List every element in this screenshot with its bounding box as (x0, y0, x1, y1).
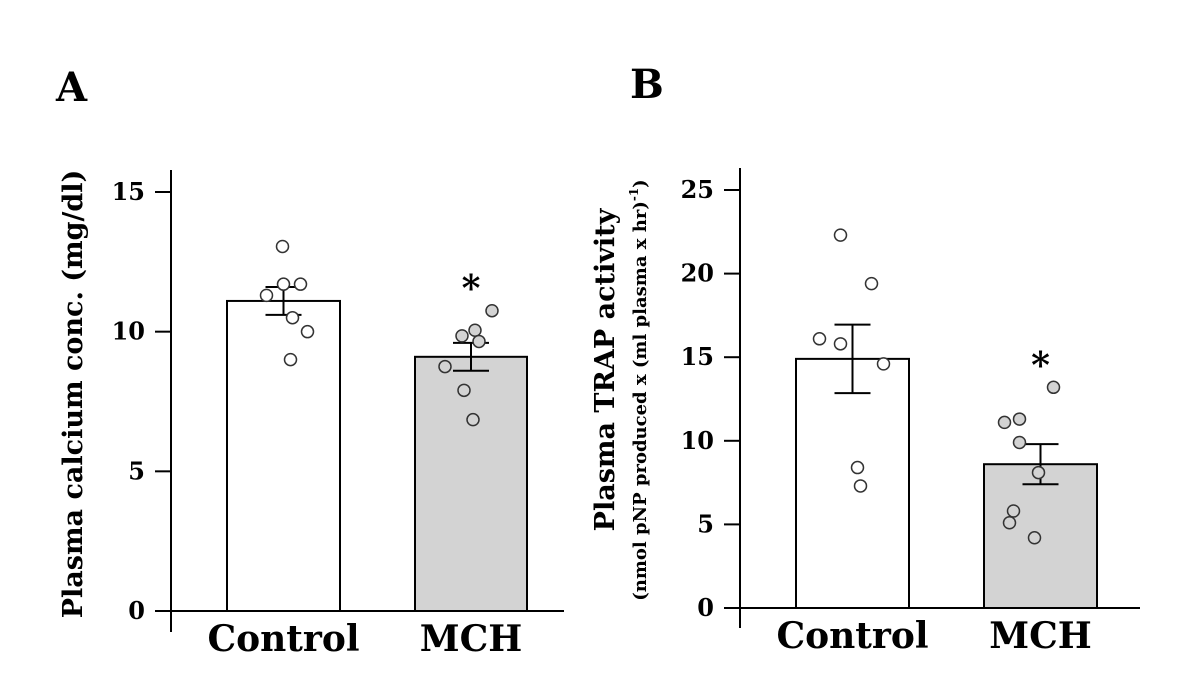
data-point (285, 310, 300, 325)
y-tick-label: 0 (128, 596, 145, 625)
panel-a-marks: 0 5 10 15 Control MCH * (112, 170, 564, 660)
data-point (833, 337, 848, 351)
bar-control (226, 299, 341, 612)
y-tick-label: 10 (681, 426, 714, 455)
y-tick-label: 15 (112, 177, 145, 206)
data-point (1046, 380, 1061, 395)
data-point (485, 303, 499, 318)
x-category-label: MCH (420, 618, 523, 660)
y-axis-sublabel-b-main: (nmol pNP produced x (ml plasma x hr) (630, 201, 651, 601)
data-point (276, 277, 291, 291)
data-point (864, 276, 879, 291)
y-axis-sublabel-b-end: ) (630, 179, 651, 188)
y-axis-sublabel-b: (nmol pNP produced x (ml plasma x hr)-1) (627, 179, 651, 600)
data-point (283, 352, 298, 367)
x-category-label: MCH (989, 615, 1092, 657)
data-point (997, 415, 1012, 430)
y-axis-label-b: Plasma TRAP activity (590, 207, 621, 531)
y-tick-label: 5 (128, 456, 145, 485)
data-point (1006, 504, 1021, 518)
bar-mch (414, 355, 528, 612)
y-tick-label: 0 (697, 593, 714, 622)
y-tick-label: 5 (697, 509, 714, 538)
data-point (300, 324, 315, 339)
y-tick-label: 10 (112, 317, 145, 346)
panel-a: A Plasma calcium conc. (mg/dl) 0 5 10 15 Con… (55, 64, 564, 660)
data-point (472, 334, 486, 349)
data-point (1012, 412, 1027, 426)
data-point (833, 228, 848, 242)
data-point (1012, 435, 1027, 450)
data-point (1002, 515, 1017, 530)
y-tick-label: 25 (681, 175, 714, 204)
data-point (853, 479, 868, 493)
significance-marker: * (1031, 344, 1050, 386)
y-axis-label-a: Plasma calcium conc. (mg/dl) (58, 170, 89, 619)
x-category-label: Control (776, 615, 928, 657)
bar-control (795, 357, 910, 610)
data-point (259, 288, 274, 303)
panel-b-marks: 0 5 10 15 20 25 Control MCH * (681, 168, 1140, 657)
panel-label-b: B (630, 61, 664, 108)
data-point (457, 383, 471, 398)
y-axis-sublabel-b-sup: -1 (627, 188, 641, 201)
x-category-label: Control (207, 618, 359, 660)
data-point (1031, 465, 1046, 480)
data-point (812, 332, 827, 346)
data-point (293, 277, 308, 291)
panel-label-a: A (55, 64, 88, 111)
significance-marker: * (462, 268, 481, 310)
y-tick-label: 15 (681, 342, 714, 371)
data-point (1027, 531, 1042, 545)
data-point (438, 359, 452, 374)
data-point (876, 357, 891, 371)
data-point (466, 412, 480, 427)
panel-b: B Plasma TRAP activity (nmol pNP produce… (590, 61, 1140, 657)
data-point (455, 329, 469, 343)
data-point (468, 323, 482, 338)
data-point (275, 239, 290, 254)
y-tick-label: 20 (681, 259, 714, 288)
data-point (850, 460, 865, 475)
